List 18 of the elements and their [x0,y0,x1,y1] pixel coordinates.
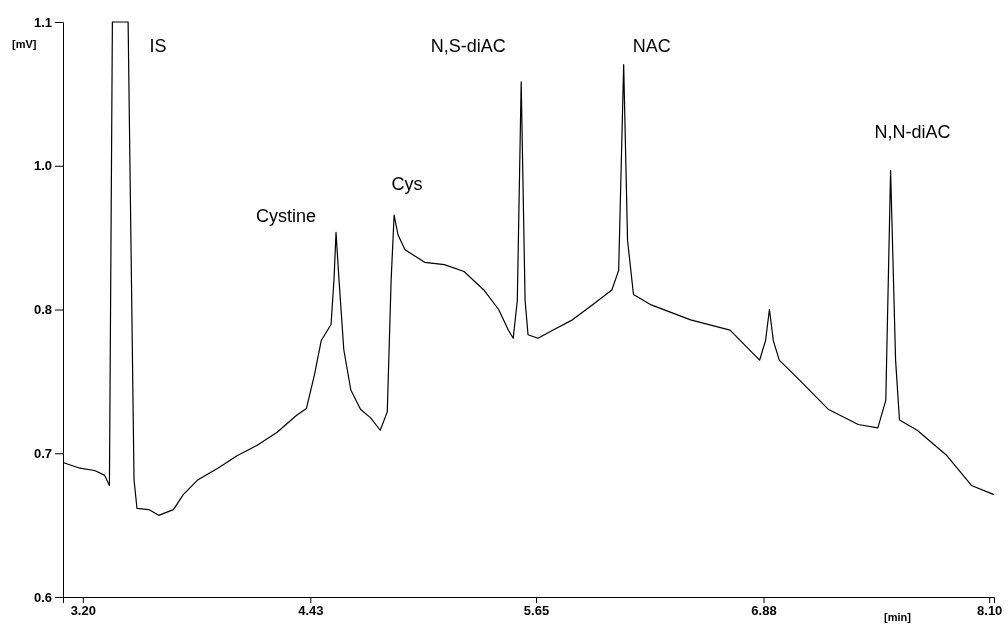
annotation: Cys [391,174,423,195]
x-axis-title: [min] [884,611,912,623]
y-tick-label: 0.8 [33,302,52,318]
x-tick-label: 6.88 [751,603,777,619]
y-tick-label: 0.6 [33,589,52,605]
annotation: IS [149,36,167,56]
x-tick-label: 5.65 [523,603,550,619]
x-tick-label: 8.10 [977,603,1003,619]
annotation: NAC [632,35,671,56]
y-axis-title: [mV] [12,38,37,50]
y-tick-label: 1.1 [33,14,52,30]
annotation: Cystine [256,206,317,227]
annotation: N,S-diAC [430,35,506,56]
y-tick-label: 1.0 [33,158,52,174]
y-tick-label: 0.7 [33,445,52,461]
annotation: N,N-diAC [874,122,951,143]
x-tick-label: 3.20 [70,603,96,619]
x-tick-label: 4.43 [298,603,324,619]
